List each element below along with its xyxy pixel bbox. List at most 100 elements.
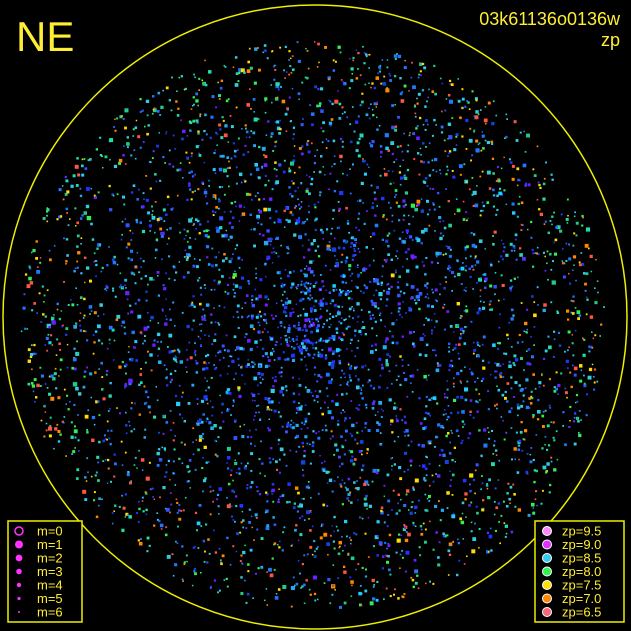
legend-symbol — [542, 539, 552, 550]
star — [172, 472, 175, 475]
star — [455, 144, 458, 146]
star — [75, 287, 77, 289]
star — [391, 341, 395, 345]
star — [492, 235, 494, 237]
star — [298, 393, 301, 396]
star — [341, 393, 344, 396]
star — [307, 340, 309, 342]
star — [353, 243, 357, 247]
star — [150, 315, 154, 320]
star — [298, 445, 301, 448]
star — [204, 189, 207, 191]
star — [149, 319, 152, 322]
star — [311, 394, 314, 397]
star — [396, 286, 400, 289]
star — [66, 190, 70, 194]
star — [379, 70, 381, 73]
star — [215, 263, 218, 267]
star — [259, 310, 261, 313]
star — [441, 110, 443, 113]
star — [395, 551, 398, 554]
star — [405, 429, 409, 433]
star — [509, 286, 513, 290]
star — [329, 269, 332, 271]
star — [161, 446, 163, 449]
star — [74, 207, 77, 210]
star — [205, 133, 208, 136]
star — [479, 175, 482, 178]
star — [385, 554, 387, 556]
star — [240, 215, 243, 217]
star — [457, 78, 459, 80]
star — [398, 237, 402, 240]
star — [76, 266, 79, 269]
star — [35, 257, 38, 260]
star — [199, 422, 202, 424]
star — [246, 192, 249, 196]
star — [427, 161, 430, 164]
star — [560, 213, 563, 216]
star — [157, 220, 159, 223]
star — [267, 238, 271, 242]
star — [467, 437, 470, 440]
star — [253, 376, 258, 381]
star — [412, 486, 414, 488]
star — [120, 325, 123, 327]
star — [319, 455, 321, 457]
star — [153, 415, 157, 419]
star — [301, 441, 304, 445]
star — [165, 471, 168, 474]
star — [360, 604, 363, 607]
star — [589, 254, 593, 258]
star — [516, 471, 520, 474]
star — [130, 480, 132, 482]
star — [541, 373, 543, 375]
star — [561, 260, 563, 262]
star — [578, 410, 581, 412]
star — [420, 242, 423, 245]
star — [351, 272, 354, 275]
star — [277, 356, 281, 361]
star — [295, 407, 299, 410]
star — [192, 224, 195, 226]
star — [428, 484, 431, 487]
star — [424, 467, 428, 471]
star — [72, 450, 76, 454]
star — [407, 144, 410, 147]
star — [324, 174, 326, 176]
star — [542, 411, 545, 413]
star — [399, 408, 402, 411]
star — [67, 304, 70, 306]
star — [361, 453, 363, 456]
star — [301, 421, 304, 424]
star — [502, 250, 505, 253]
star — [218, 323, 221, 326]
star — [336, 311, 341, 316]
star — [234, 83, 239, 87]
star — [335, 327, 339, 331]
star — [325, 339, 329, 343]
star — [45, 337, 49, 340]
star — [464, 248, 467, 251]
star — [271, 50, 274, 52]
star — [325, 387, 328, 390]
star — [431, 90, 435, 93]
star — [415, 295, 420, 299]
star — [435, 435, 438, 439]
star — [188, 254, 191, 257]
star — [258, 198, 261, 201]
star — [255, 428, 257, 431]
star — [285, 389, 288, 392]
star — [279, 447, 284, 452]
star — [360, 290, 362, 292]
star — [356, 286, 359, 289]
star — [359, 603, 362, 607]
star — [414, 104, 416, 106]
star — [585, 296, 588, 299]
star — [475, 388, 478, 391]
star — [304, 435, 308, 439]
star — [128, 382, 132, 386]
star — [321, 280, 324, 283]
star — [170, 378, 173, 381]
star — [72, 382, 78, 387]
